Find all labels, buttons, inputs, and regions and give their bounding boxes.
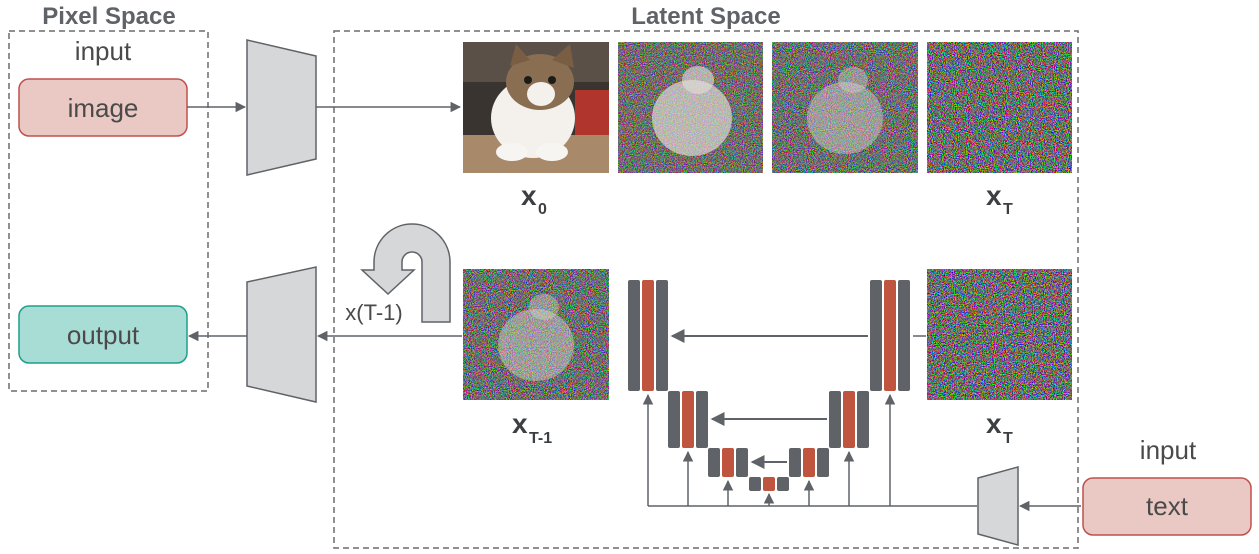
image-input-label: image (68, 93, 139, 123)
xT-reverse-label: x T (986, 408, 1013, 447)
unet-icon (628, 280, 910, 491)
svg-text:T: T (1003, 201, 1013, 218)
x0-cat-image (463, 42, 609, 173)
xT-1-label: x T-1 (512, 408, 552, 447)
svg-text:x: x (512, 408, 528, 439)
latent-space-region (333, 30, 1079, 549)
text-input-box[interactable] (1082, 477, 1252, 536)
svg-text:x: x (521, 180, 537, 211)
xT-noise-image (927, 42, 1072, 173)
svg-text:x: x (986, 408, 1002, 439)
u-turn-arrow-icon (360, 223, 451, 323)
svg-text:T: T (1003, 430, 1013, 447)
xT-1-image (463, 269, 609, 400)
xT-forward-label: x T (986, 180, 1013, 218)
svg-text:0: 0 (538, 201, 547, 218)
pixel-input-label: input (75, 36, 132, 66)
svg-text:T-1: T-1 (529, 430, 552, 447)
conditioning-bus (642, 393, 977, 507)
encoder-trapezoid-icon (246, 39, 317, 176)
pixel-space-title: Pixel Space (42, 3, 175, 30)
text-encoder-trapezoid-icon (977, 466, 1019, 546)
output-box[interactable] (18, 305, 188, 364)
decoder-trapezoid-icon (246, 266, 317, 403)
noisy-latent-step-1 (618, 42, 763, 173)
output-label: output (67, 320, 140, 350)
noisy-latent-step-2 (772, 42, 918, 173)
svg-text:x: x (986, 180, 1002, 211)
xT-reverse-noise-image (927, 269, 1072, 400)
text-input-box-label: text (1146, 491, 1189, 521)
loop-label: x(T-1) (345, 300, 402, 325)
latent-space-title: Latent Space (631, 3, 780, 30)
text-input-label: input (1140, 435, 1197, 465)
x0-label: x 0 (521, 180, 547, 218)
